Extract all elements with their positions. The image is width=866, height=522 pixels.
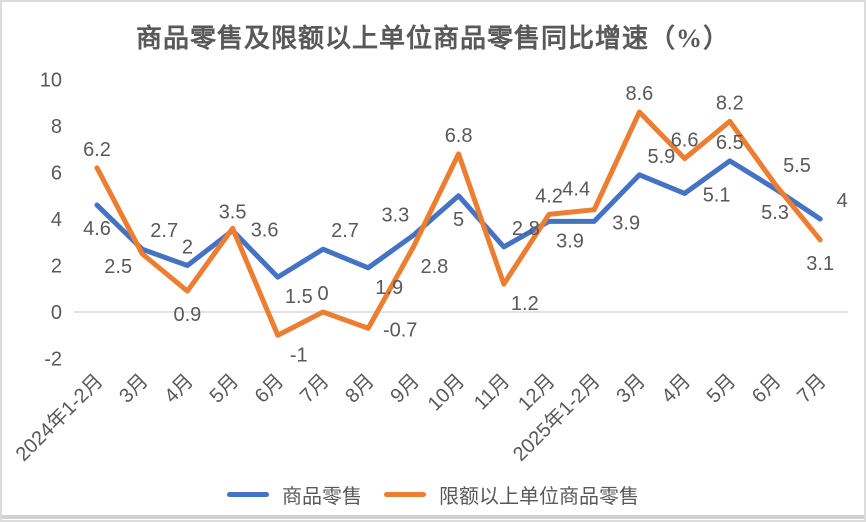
legend-label-above-quota-retail: 限额以上单位商品零售 <box>439 486 639 508</box>
x-axis-label: 9月 <box>386 370 424 408</box>
data-label: 2.5 <box>104 256 132 278</box>
data-label: 2.7 <box>150 220 178 242</box>
y-axis-tick-label: 6 <box>51 163 62 185</box>
data-label: 6.5 <box>716 132 744 154</box>
data-label: 4 <box>837 190 848 212</box>
data-label: 6.6 <box>671 130 699 152</box>
data-label: 6.8 <box>445 125 473 147</box>
y-axis-tick-label: 2 <box>51 256 62 278</box>
x-axis-label: 6月 <box>748 370 786 408</box>
chart-legend: 商品零售 限额以上单位商品零售 <box>2 480 864 509</box>
legend-item-retail-goods: 商品零售 <box>227 480 362 509</box>
x-axis-label: 3月 <box>612 370 650 408</box>
x-axis-label: 2024年1-2月 <box>11 369 107 465</box>
orange-line-swatch-icon <box>384 492 426 497</box>
data-label: 4.2 <box>535 185 563 207</box>
legend-label-retail-goods: 商品零售 <box>282 486 362 508</box>
data-label: 3.5 <box>219 202 247 224</box>
x-axis-label: 5月 <box>206 370 244 408</box>
data-label: 0.9 <box>173 304 201 326</box>
data-label: 5.9 <box>647 146 675 168</box>
data-label: 3.9 <box>612 212 640 234</box>
data-label: 1.2 <box>511 293 539 315</box>
data-label: 4.4 <box>562 179 590 201</box>
chart-title: 商品零售及限额以上单位商品零售同比增速（%） <box>135 24 730 53</box>
x-axis-label: 10月 <box>424 370 469 415</box>
data-label: 4.6 <box>83 218 111 240</box>
y-axis-tick-label: 10 <box>40 70 62 92</box>
x-axis-label: 11月 <box>470 370 514 414</box>
data-label: 2 <box>182 237 193 259</box>
data-label: 2.8 <box>420 256 448 278</box>
data-label: 8.2 <box>716 92 744 114</box>
data-label: 2.7 <box>331 220 359 242</box>
data-label: 5.3 <box>761 202 789 224</box>
series-line-1 <box>94 109 823 338</box>
data-label: 3.9 <box>556 230 584 252</box>
data-label: 0 <box>317 283 328 305</box>
y-axis-tick-label: -2 <box>44 349 62 371</box>
data-label: 8.6 <box>625 83 653 105</box>
data-label: 1.5 <box>285 286 313 308</box>
data-label: 3.6 <box>251 219 279 241</box>
data-label: 5.1 <box>703 184 731 206</box>
x-axis-label: 6月 <box>251 370 289 408</box>
data-label: 3.3 <box>381 204 409 226</box>
data-label: 3.1 <box>806 253 834 275</box>
y-axis-tick-label: 4 <box>51 209 62 231</box>
data-label: 6.2 <box>83 139 111 161</box>
x-axis-label: 3月 <box>115 370 153 408</box>
legend-item-above-quota-retail: 限额以上单位商品零售 <box>384 480 639 509</box>
x-axis-label: 4月 <box>658 370 696 408</box>
data-label: -0.7 <box>383 319 417 341</box>
data-label: 5 <box>453 209 464 231</box>
window-bottom-edge <box>2 515 864 519</box>
x-axis-label: 7月 <box>793 370 831 408</box>
x-axis-label: 7月 <box>296 370 334 408</box>
series-line-0 <box>94 158 823 280</box>
blue-line-swatch-icon <box>227 492 269 497</box>
y-axis-tick-label: 8 <box>51 116 62 138</box>
data-label: 5.5 <box>783 155 811 177</box>
data-label: 1.9 <box>375 277 403 299</box>
data-label: -1 <box>290 344 308 366</box>
x-axis-label: 5月 <box>703 370 741 408</box>
y-axis-tick-label: 0 <box>51 302 62 324</box>
x-axis-label: 8月 <box>341 370 379 408</box>
x-axis-label: 4月 <box>160 370 198 408</box>
data-label: 2.8 <box>512 218 540 240</box>
